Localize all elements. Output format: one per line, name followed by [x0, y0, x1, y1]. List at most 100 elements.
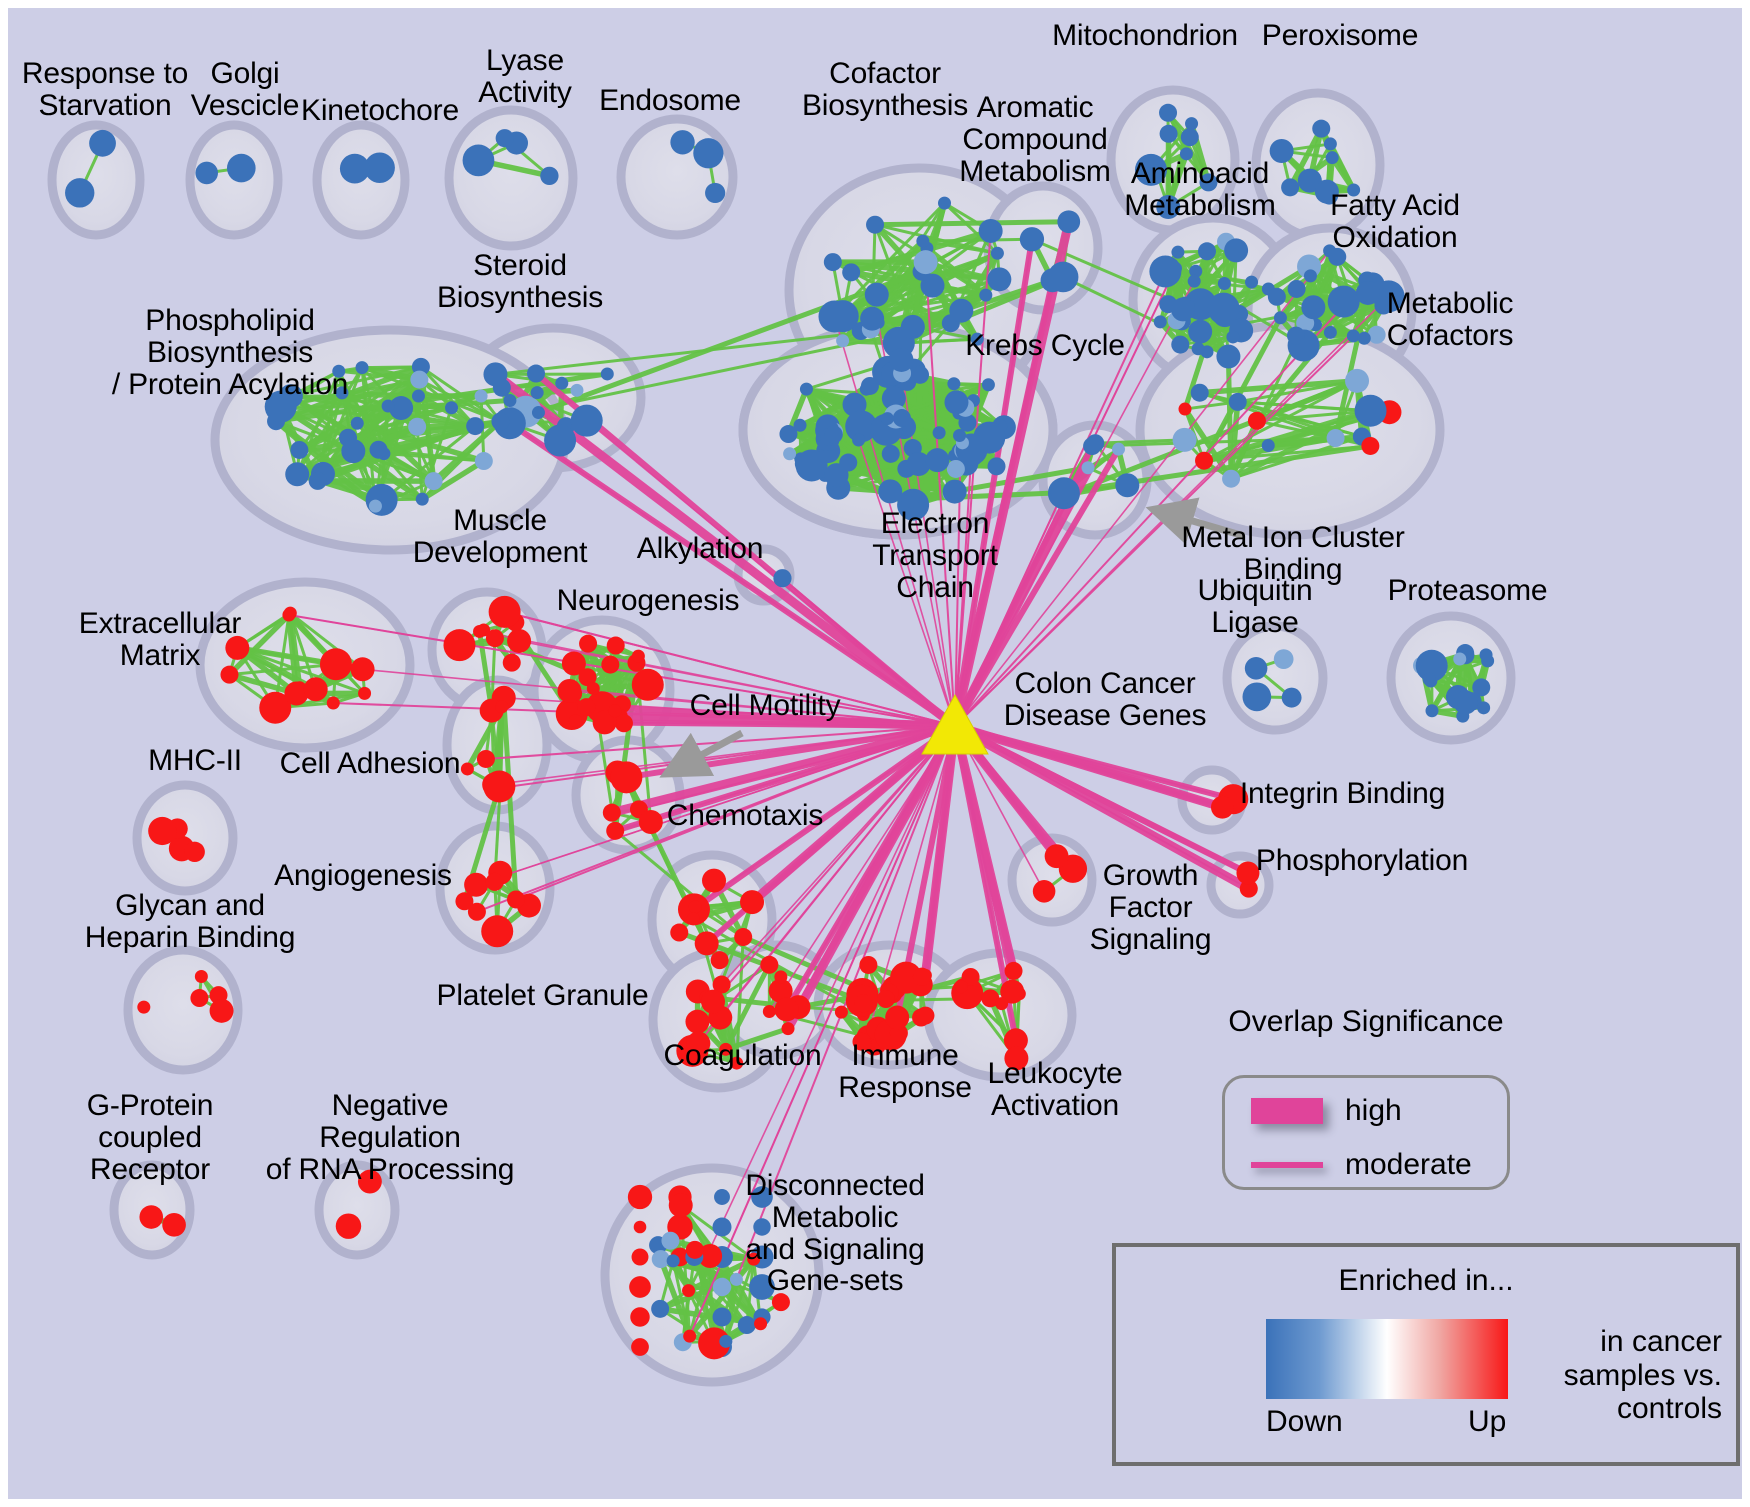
gene-set-node — [954, 980, 968, 994]
edge-pink-moderate — [768, 725, 956, 1012]
cluster-label-neurogenesis: Neurogenesis — [556, 584, 740, 617]
edge-pink-moderate — [614, 725, 956, 832]
edge-green — [1199, 378, 1358, 396]
gene-set-node — [335, 1213, 362, 1239]
edge-green — [295, 366, 364, 476]
cluster-label-platelet-granule: Platelet Granule — [436, 979, 649, 1012]
cluster-label-mitochondrion: Mitochondrion — [1052, 19, 1238, 52]
gene-set-node — [631, 668, 664, 701]
legend-moderate-label: moderate — [1345, 1148, 1472, 1181]
edge-pink-moderate — [954, 280, 1054, 727]
gene-set-node — [570, 383, 584, 397]
gene-set-node — [953, 429, 967, 443]
gene-set-node — [774, 970, 788, 984]
gene-set-node — [561, 651, 586, 676]
edge-pink-hub — [476, 725, 956, 913]
gene-set-node — [1425, 704, 1439, 718]
cluster-label-disconnected-gene-sets: Disconnected Metabolic and Signaling Gen… — [745, 1169, 925, 1298]
gene-set-node — [852, 1032, 871, 1051]
arrow-metal-ion-cluster-binding — [1145, 497, 1245, 545]
gene-set-node — [1281, 178, 1300, 197]
gene-set-node — [1115, 473, 1140, 498]
gene-set-node — [942, 479, 967, 504]
gene-set-node — [495, 129, 514, 148]
gene-set-node — [1346, 329, 1360, 343]
moderate-overlap-swatch — [1251, 1162, 1323, 1168]
gene-set-node — [408, 417, 427, 436]
gene-set-node — [462, 144, 495, 177]
edge-pink-moderate — [954, 725, 1234, 800]
gene-set-node — [1083, 437, 1102, 456]
cluster-label-immune-response: Immune Response — [838, 1039, 972, 1104]
gene-set-node — [762, 1005, 776, 1019]
gene-set-node — [1236, 861, 1260, 885]
gene-set-node — [698, 1327, 731, 1360]
gene-set-node — [670, 130, 695, 155]
gene-set-node — [1185, 117, 1199, 131]
gene-set-node — [1149, 164, 1163, 178]
edge-green-bridge — [477, 631, 495, 711]
edge-green-bridge — [537, 269, 923, 415]
gene-set-node — [693, 138, 724, 169]
gene-set-node — [730, 1056, 744, 1070]
gene-set-node — [781, 1022, 795, 1036]
gene-set-node — [1179, 147, 1193, 161]
gene-set-node — [771, 1293, 790, 1312]
gene-set-node — [1247, 411, 1266, 430]
gene-set-node — [415, 492, 429, 506]
gene-set-node — [1189, 264, 1203, 278]
edge-pink-hub — [735, 725, 956, 1280]
gene-set-node — [507, 890, 526, 909]
gene-set-node — [137, 1000, 151, 1014]
gene-set-node — [350, 657, 375, 682]
edge-pink-moderate — [604, 721, 956, 727]
gene-set-node — [1228, 392, 1247, 411]
gene-set-node — [630, 1307, 650, 1327]
edge-pink-moderate — [954, 250, 1331, 727]
gene-set-node — [1004, 961, 1023, 980]
gene-set-node — [629, 1276, 651, 1298]
edge-green-bridge — [525, 321, 952, 414]
gene-set-node — [754, 1317, 768, 1331]
gene-set-node — [555, 376, 569, 390]
gene-set-node — [1190, 383, 1209, 402]
gene-set-node — [638, 809, 663, 834]
gene-set-nodes-layer — [65, 103, 1495, 1360]
gene-set-node — [1477, 701, 1491, 715]
gene-set-node — [592, 710, 617, 735]
gene-set-node — [162, 1213, 186, 1237]
edge-green — [873, 224, 915, 328]
gene-set-node — [527, 364, 546, 383]
gene-set-node — [795, 449, 828, 482]
gene-set-node — [1047, 261, 1079, 293]
gene-set-node — [466, 417, 485, 436]
gene-set-node — [944, 390, 969, 415]
gene-set-node — [651, 1250, 670, 1269]
gene-set-node — [685, 1240, 704, 1259]
gene-set-node — [411, 389, 425, 403]
gene-set-node — [339, 153, 370, 184]
cluster-label-alkylation: Alkylation — [636, 532, 764, 565]
edge-green — [687, 1257, 756, 1338]
gene-set-node — [502, 653, 521, 672]
gene-set-node — [911, 365, 930, 384]
gene-set-node — [503, 393, 517, 407]
edge-pink-moderate — [638, 725, 956, 811]
edge-green-bridge — [910, 490, 1063, 502]
colon-cancer-hub-node[interactable] — [921, 693, 989, 755]
gene-set-node — [920, 273, 945, 298]
edge-pink-moderate — [857, 439, 956, 727]
edge-pink-hub — [504, 610, 956, 727]
gene-set-node — [1242, 682, 1272, 712]
cluster-label-response-to-starvation: Response to Starvation — [21, 57, 189, 122]
gene-set-node — [308, 471, 327, 490]
gene-set-node — [901, 490, 920, 509]
gradient-high-label: Up — [1468, 1405, 1507, 1438]
gene-set-node — [606, 821, 625, 840]
edge-green — [1237, 400, 1371, 448]
gene-set-node — [65, 178, 95, 208]
gene-set-node — [474, 452, 493, 471]
gene-set-node — [1217, 276, 1231, 290]
gene-set-node — [467, 902, 486, 921]
gene-set-node — [916, 1006, 935, 1025]
